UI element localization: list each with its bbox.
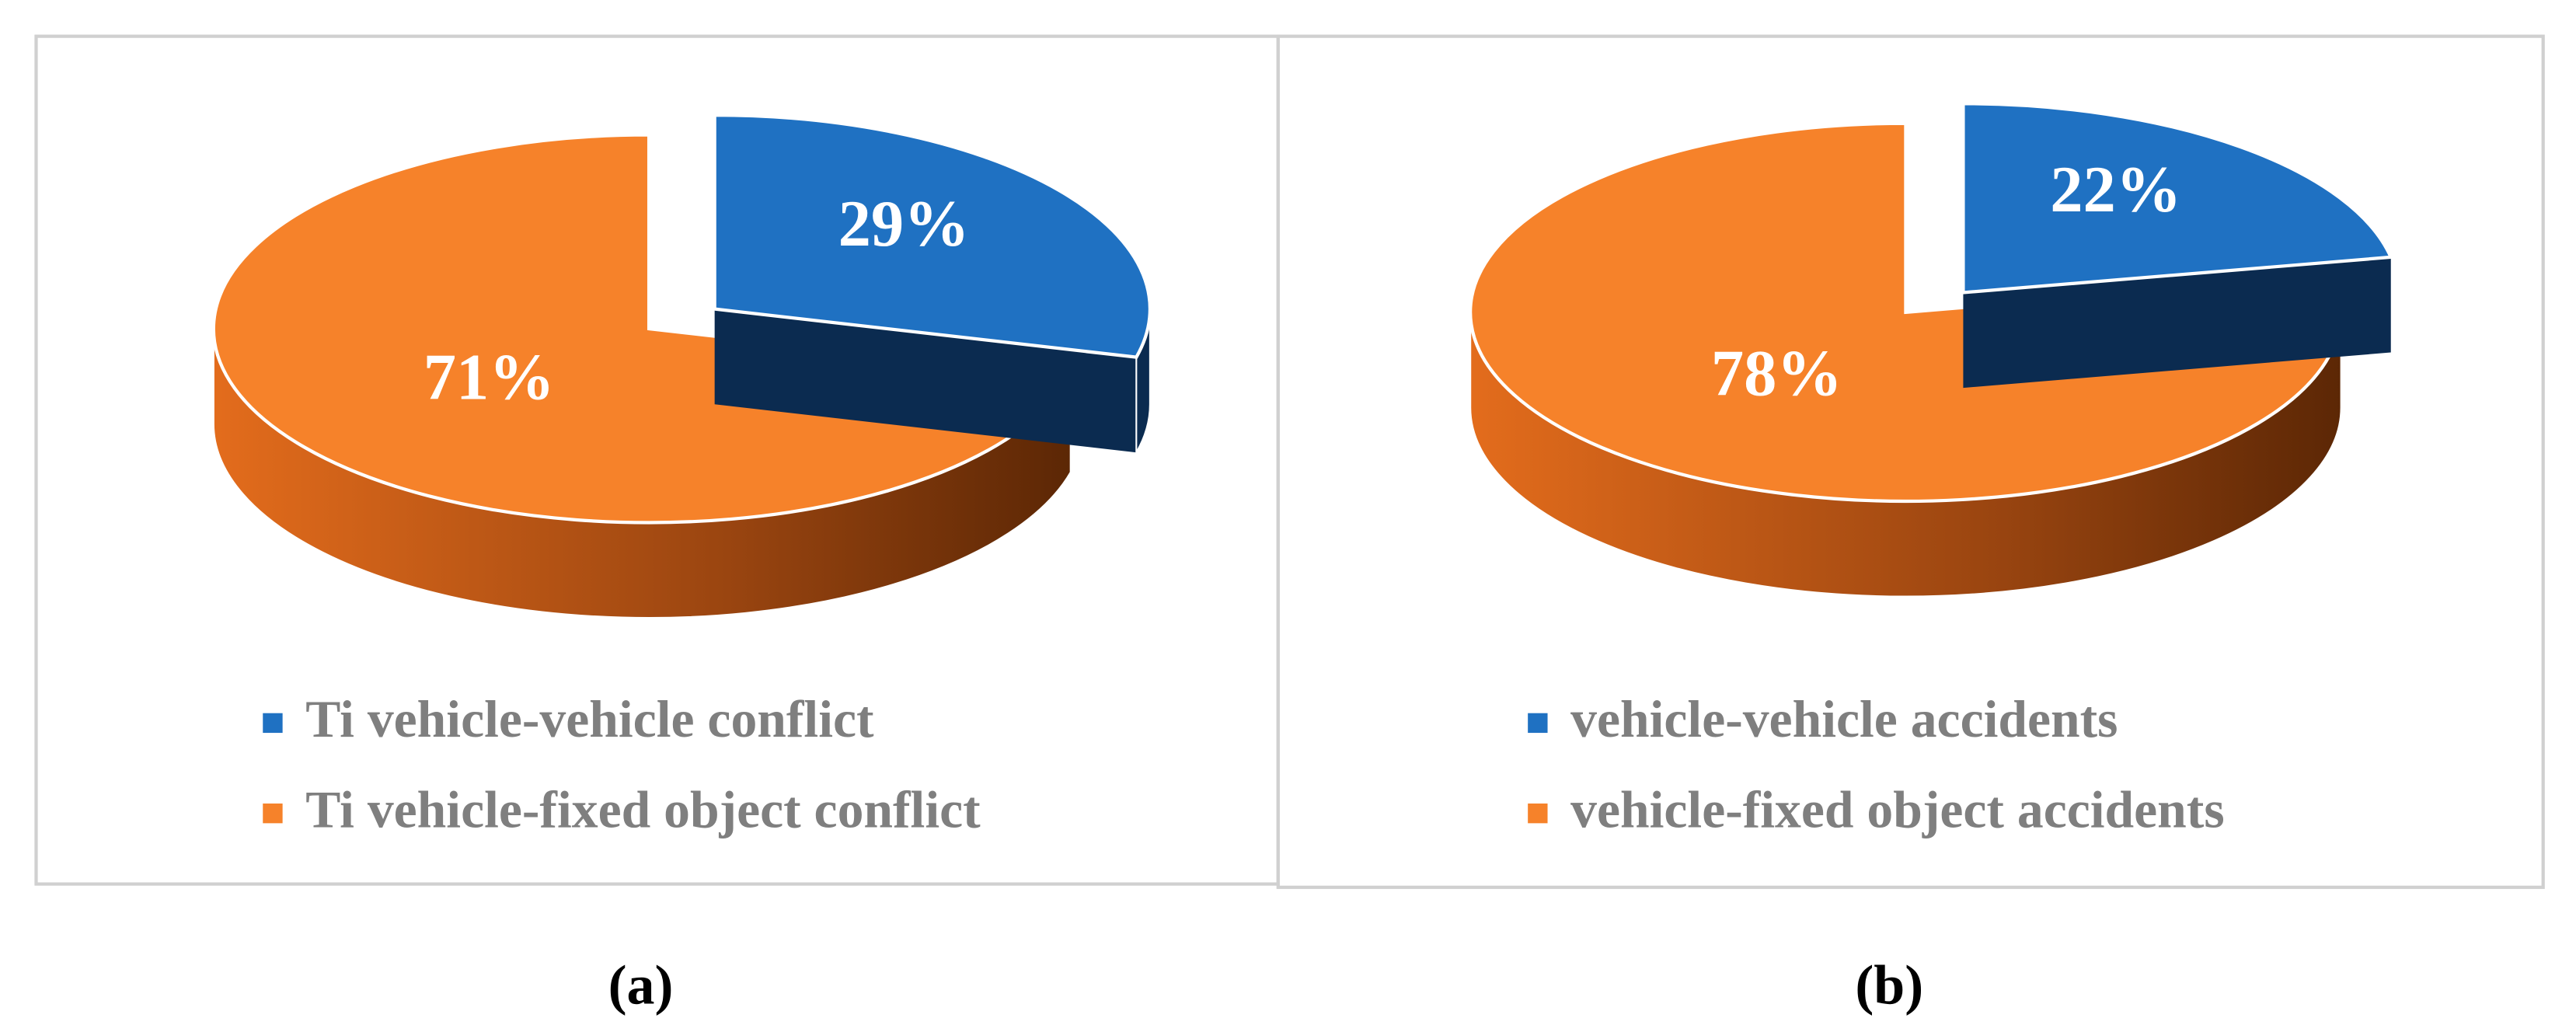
data-label: 29% (838, 188, 970, 260)
data-label: 78% (1711, 337, 1842, 410)
pie-slice (713, 113, 1152, 359)
panel-caption: (b) (1855, 954, 1923, 1016)
legend-swatch (263, 713, 283, 734)
legend-swatch (1528, 713, 1548, 734)
legend-swatch (1528, 803, 1548, 824)
legend-label: vehicle-vehicle accidents (1570, 690, 2118, 748)
data-label: 71% (424, 341, 555, 413)
legend-label: Ti vehicle-vehicle conflict (305, 690, 874, 748)
pie-slice (1469, 121, 2343, 504)
data-label: 22% (2050, 154, 2181, 226)
panel-caption: (a) (608, 954, 674, 1016)
legend-label: vehicle-fixed object accidents (1570, 780, 2225, 838)
pie-slice (211, 133, 1074, 525)
legend-swatch (263, 803, 283, 824)
pie-face (1963, 256, 2391, 389)
pie-face (714, 309, 1137, 453)
pie-slice (1961, 102, 2393, 295)
legend-label: Ti vehicle-fixed object conflict (305, 780, 981, 838)
